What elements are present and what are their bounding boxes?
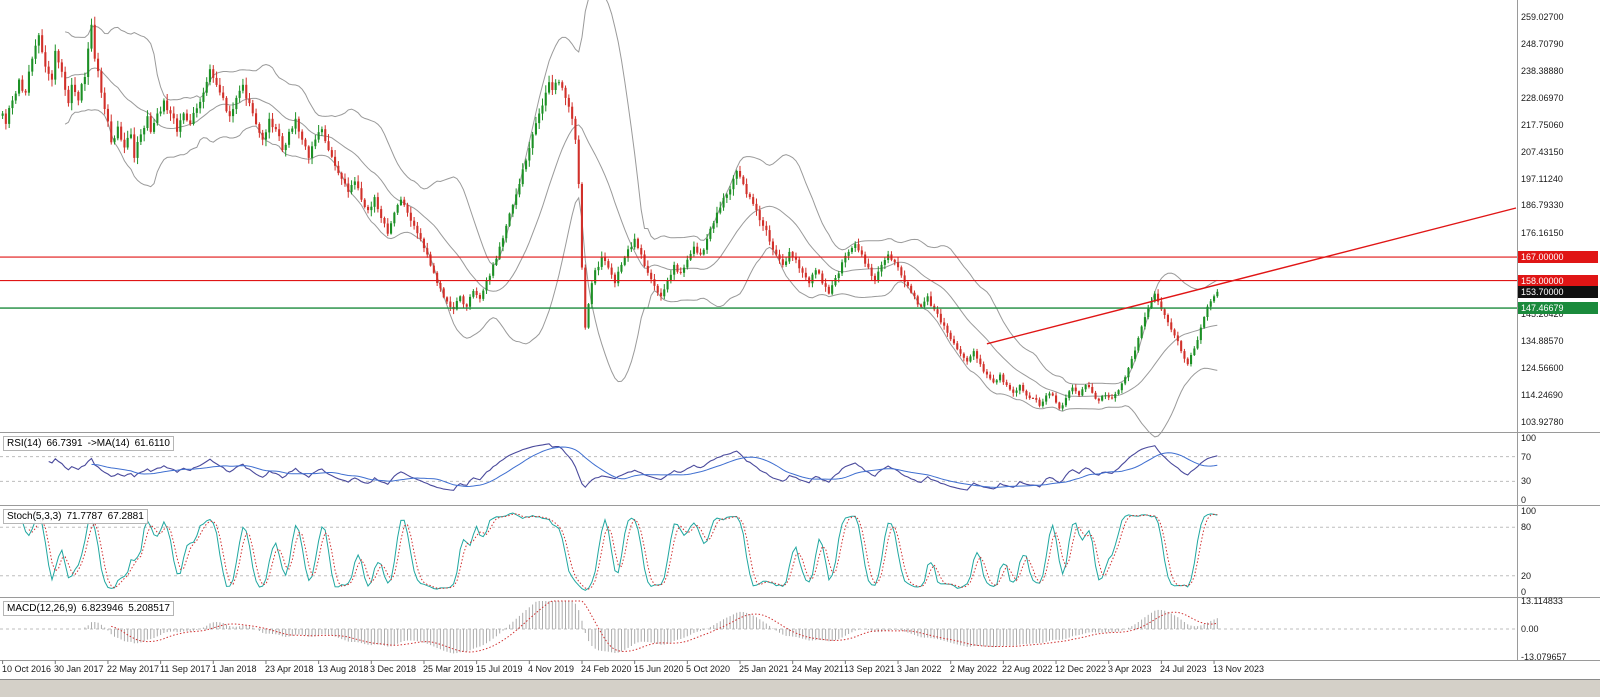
price-tick-label: 207.43150 [1521, 147, 1564, 157]
stochastic-scale-label: 80 [1521, 522, 1532, 532]
date-label: 25 Mar 2019 [423, 664, 474, 674]
price-line-badge: 153.70000 [1518, 286, 1598, 298]
price-tick-label: 259.02700 [1521, 12, 1564, 22]
time-axis-ticks [2, 660, 1215, 664]
price-tick-label: 228.06970 [1521, 93, 1564, 103]
stochastic-indicator-label: Stoch(5,3,3) 71.7787 67.2881 [3, 509, 148, 524]
rsi-ma-name: ->MA(14) [87, 438, 130, 449]
date-label: 30 Jan 2017 [54, 664, 104, 674]
rsi-name: RSI(14) [7, 438, 42, 449]
macd-scale-label: -13.079657 [1521, 652, 1567, 662]
date-label: 13 Aug 2018 [318, 664, 369, 674]
macd-signal-value: 5.208517 [128, 603, 170, 614]
macd-value: 6.823946 [81, 603, 124, 614]
price-line-badge: 167.00000 [1518, 251, 1598, 263]
date-label: 5 Oct 2020 [686, 664, 731, 674]
price-tick-label: 248.70790 [1521, 39, 1564, 49]
price-tick-label: 217.75060 [1521, 120, 1564, 130]
rsi-scale-label: 0 [1521, 495, 1527, 505]
trendline[interactable] [986, 207, 1517, 345]
price-tick-label: 176.16150 [1521, 228, 1564, 238]
price-chart-panel[interactable] [0, 0, 1517, 432]
panel-separators [0, 0, 1600, 661]
stoch-name: Stoch(5,3,3) [7, 511, 62, 522]
stochastic-scale-label: 100 [1521, 506, 1537, 516]
date-label: 3 Dec 2018 [370, 664, 417, 674]
date-label: 1 Jan 2018 [212, 664, 257, 674]
rsi-scale-label: 70 [1521, 452, 1532, 462]
horizontal-scrollbar[interactable] [0, 679, 1600, 697]
date-label: 22 May 2017 [107, 664, 160, 674]
macd-indicator-label: MACD(12,26,9) 6.823946 5.208517 [3, 601, 174, 616]
price-axis[interactable] [1518, 0, 1600, 660]
date-label: 24 Jul 2023 [1160, 664, 1207, 674]
date-label: 11 Sep 2017 [160, 664, 211, 674]
stochastic-plot [0, 512, 1517, 591]
date-label: 13 Sep 2021 [844, 664, 896, 674]
date-label: 12 Dec 2022 [1055, 664, 1107, 674]
rsi-indicator-label: RSI(14) 66.7391 ->MA(14) 61.6110 [3, 436, 174, 451]
rsi-value: 66.7391 [46, 438, 83, 449]
date-label: 24 May 2021 [792, 664, 845, 674]
date-label: 22 Aug 2022 [1002, 664, 1053, 674]
rsi-plot [0, 443, 1517, 491]
price-line-badge: 147.46679 [1518, 302, 1598, 314]
price-tick-label: 238.38880 [1521, 66, 1564, 76]
price-line-badge: 158.00000 [1518, 275, 1598, 287]
date-label: 15 Jul 2019 [476, 664, 523, 674]
price-tick-label: 103.92780 [1521, 417, 1564, 427]
macd-plot [0, 600, 1517, 654]
date-label: 10 Oct 2016 [2, 664, 52, 674]
date-label: 4 Nov 2019 [528, 664, 575, 674]
bollinger-bands [64, 0, 1218, 438]
candlesticks-layer[interactable] [1, 16, 1219, 411]
rsi-ma-value: 61.6110 [134, 438, 170, 449]
stochastic-scale-label: 0 [1521, 587, 1527, 597]
macd-scale-label: 13.114833 [1521, 596, 1563, 606]
macd-name: MACD(12,26,9) [7, 603, 77, 614]
rsi-scale-label: 30 [1521, 476, 1532, 486]
price-tick-label: 197.11240 [1521, 174, 1563, 184]
macd-scale-label: 0.00 [1521, 624, 1539, 634]
price-tick-label: 134.88570 [1521, 336, 1564, 346]
date-label: 23 Apr 2018 [265, 664, 314, 674]
date-label: 2 May 2022 [950, 664, 998, 674]
price-tick-label: 145.20420 [1521, 309, 1564, 319]
date-label: 13 Nov 2023 [1213, 664, 1265, 674]
date-label: 3 Jan 2022 [897, 664, 942, 674]
date-label: 15 Jun 2020 [634, 664, 684, 674]
stochastic-scale-label: 20 [1521, 571, 1532, 581]
price-tick-label: 186.79330 [1521, 200, 1564, 210]
stochastic-panel[interactable] [0, 506, 1517, 597]
date-label: 25 Jan 2021 [739, 664, 789, 674]
stoch-k-value: 71.7787 [66, 511, 103, 522]
date-label: 3 Apr 2023 [1108, 664, 1152, 674]
time-axis[interactable] [0, 661, 1600, 679]
date-label: 24 Feb 2020 [581, 664, 632, 674]
price-tick-label: 114.24690 [1521, 390, 1563, 400]
stoch-d-value: 67.2881 [107, 511, 144, 522]
rsi-scale-label: 100 [1521, 433, 1537, 443]
price-tick-label: 124.56600 [1521, 363, 1564, 373]
